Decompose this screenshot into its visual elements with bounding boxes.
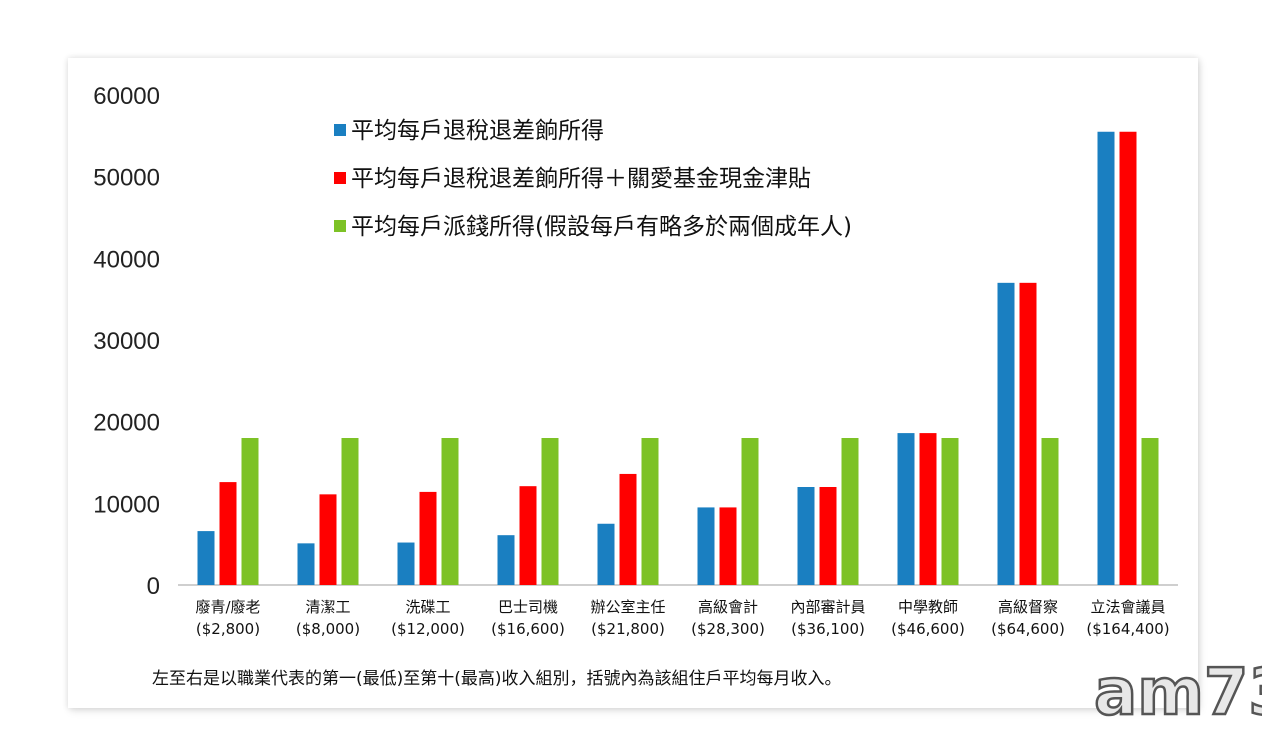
y-tick-label: 50000 [93, 165, 160, 192]
bar-series-3-category-8 [941, 438, 959, 585]
bars-group [197, 131, 1159, 585]
x-tick-label-income: ($2,800) [196, 620, 260, 638]
y-tick-label: 40000 [93, 246, 160, 273]
bar-series-3-category-3 [441, 438, 459, 585]
x-tick-label-occupation: 洗碟工 [405, 598, 450, 616]
x-tick-label-income: ($8,000) [296, 620, 360, 638]
x-tick-label-income: ($64,600) [991, 620, 1065, 638]
x-tick-label-occupation: 辦公室主任 [590, 598, 665, 616]
bar-series-3-category-9 [1041, 438, 1059, 585]
x-tick-label-occupation: 高級會計 [698, 598, 758, 616]
bar-chart: 0 10000 20000 30000 40000 50000 60000 廢青/廢老 ($2… [93, 83, 1178, 638]
bar-series-1-category-6 [697, 507, 715, 585]
x-tick-label-income: ($164,400) [1086, 620, 1169, 638]
x-tick-label-occupation: 廢青/廢老 [195, 598, 260, 616]
footnote: 左至右是以職業代表的第一(最低)至第十(最高)收入組別，括號內為該組住戶平均每月… [152, 669, 842, 689]
bar-series-3-category-10 [1141, 438, 1159, 585]
bar-series-3-category-2 [341, 438, 359, 585]
watermark-text: am730 [1094, 656, 1262, 728]
x-tick-label-income: ($28,300) [691, 620, 765, 638]
bar-series-1-category-2 [297, 543, 315, 585]
x-tick-label-occupation: 高級督察 [998, 598, 1058, 616]
bar-series-2-category-3 [419, 491, 437, 585]
bar-series-2-category-8 [919, 433, 937, 585]
bar-series-2-category-10 [1119, 131, 1137, 585]
bar-series-2-category-7 [819, 487, 837, 585]
bar-series-2-category-6 [719, 507, 737, 585]
x-tick-label-occupation: 中學教師 [898, 598, 958, 616]
bar-series-3-category-6 [741, 438, 759, 585]
y-tick-label: 60000 [93, 83, 160, 110]
x-tick-label-occupation: 清潔工 [305, 598, 350, 616]
bar-series-1-category-9 [997, 282, 1015, 585]
x-tick-label-income: ($36,100) [791, 620, 865, 638]
legend-label-series-1: 平均每戶退稅退差餉所得 [351, 118, 604, 144]
bar-series-1-category-5 [597, 523, 615, 585]
x-tick-label-income: ($12,000) [391, 620, 465, 638]
legend-swatch-series-3 [334, 220, 346, 232]
bar-series-1-category-10 [1097, 131, 1115, 585]
chart-card: 0 10000 20000 30000 40000 50000 60000 廢青/廢老 ($2… [68, 58, 1198, 708]
legend: 平均每戶退稅退差餉所得平均每戶退稅退差餉所得＋關愛基金現金津貼平均每戶派錢所得(… [334, 118, 852, 240]
legend-swatch-series-2 [334, 172, 346, 184]
legend-label-series-2: 平均每戶退稅退差餉所得＋關愛基金現金津貼 [351, 166, 811, 192]
y-tick-label: 10000 [93, 491, 160, 518]
y-tick-label: 20000 [93, 410, 160, 437]
x-tick-label-income: ($21,800) [591, 620, 665, 638]
bar-series-2-category-5 [619, 473, 637, 585]
y-tick-label: 0 [147, 573, 160, 600]
x-tick-label-occupation: 巴士司機 [498, 598, 558, 616]
x-axis-labels: 廢青/廢老 ($2,800) 清潔工 ($8,000) 洗碟工 ($12,000) 巴士司機… [195, 598, 1169, 638]
bar-series-1-category-8 [897, 433, 915, 585]
bar-series-2-category-9 [1019, 282, 1037, 585]
bar-series-3-category-7 [841, 438, 859, 585]
bar-series-2-category-1 [219, 482, 237, 585]
y-axis: 0 10000 20000 30000 40000 50000 60000 [93, 83, 160, 600]
legend-label-series-3: 平均每戶派錢所得(假設每戶有略多於兩個成年人) [351, 214, 852, 240]
am730-watermark-logo: am730 [1093, 655, 1262, 728]
bar-series-3-category-4 [541, 438, 559, 585]
y-tick-label: 30000 [93, 328, 160, 355]
x-tick-label-income: ($46,600) [891, 620, 965, 638]
bar-series-3-category-5 [641, 438, 659, 585]
bar-series-1-category-4 [497, 535, 515, 585]
bar-series-3-category-1 [241, 438, 259, 585]
bar-series-1-category-7 [797, 487, 815, 585]
legend-swatch-series-1 [334, 124, 346, 136]
bar-series-1-category-1 [197, 531, 215, 585]
bar-series-1-category-3 [397, 542, 415, 585]
x-tick-label-occupation: 立法會議員 [1090, 598, 1165, 616]
bar-series-2-category-4 [519, 486, 537, 585]
x-tick-label-occupation: 內部審計員 [790, 598, 865, 616]
x-tick-label-income: ($16,600) [491, 620, 565, 638]
bar-series-2-category-2 [319, 494, 337, 585]
